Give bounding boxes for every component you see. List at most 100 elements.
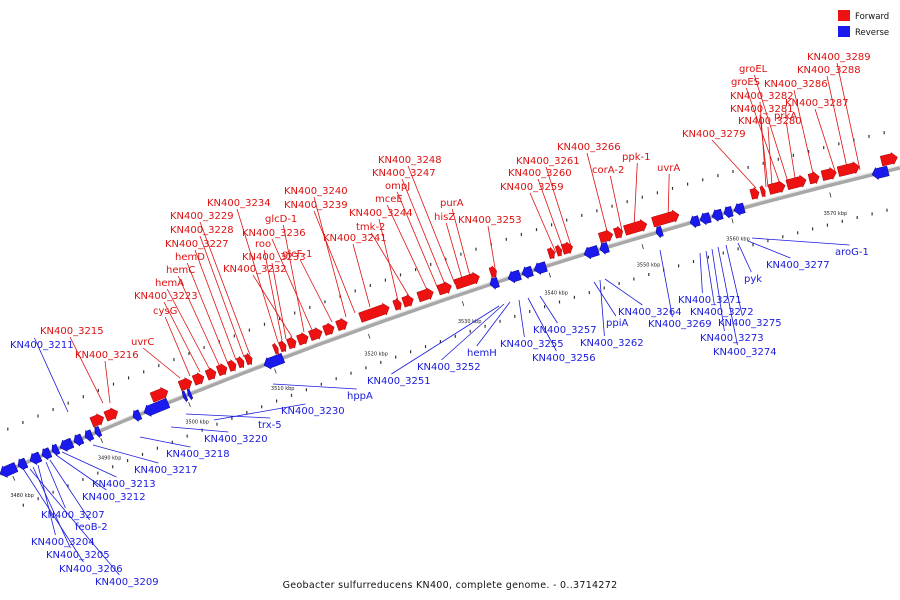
forward-gene-label[interactable]: tmk-2 — [356, 222, 385, 233]
reverse-gene-label[interactable]: ppiA — [606, 318, 628, 329]
reverse-gene-arrow[interactable] — [132, 409, 143, 423]
forward-gene-label[interactable]: groES — [731, 77, 760, 88]
reverse-gene-label[interactable]: KN400_3220 — [204, 434, 268, 445]
reverse-gene-arrow[interactable] — [94, 425, 103, 438]
forward-gene-arrow[interactable] — [277, 340, 287, 353]
forward-gene-label[interactable]: KN400_3288 — [797, 65, 861, 76]
reverse-gene-arrow[interactable] — [711, 208, 724, 223]
forward-gene-label[interactable]: KN400_3260 — [508, 168, 572, 179]
forward-gene-label[interactable]: KN400_3286 — [764, 79, 828, 90]
reverse-gene-label[interactable]: feoB-2 — [75, 522, 108, 533]
reverse-gene-label[interactable]: KN400_3256 — [532, 353, 596, 364]
forward-gene-label[interactable]: hemA — [155, 278, 184, 289]
forward-gene-label[interactable]: KN400_3240 — [284, 186, 348, 197]
reverse-gene-arrow[interactable] — [0, 462, 19, 479]
forward-gene-label[interactable]: ompJ — [385, 181, 410, 192]
reverse-gene-arrow[interactable] — [41, 447, 53, 461]
forward-gene-arrow[interactable] — [879, 151, 898, 167]
reverse-gene-label[interactable]: KN400_3251 — [367, 376, 431, 387]
reverse-gene-arrow[interactable] — [84, 429, 95, 442]
forward-gene-arrow[interactable] — [335, 317, 348, 332]
reverse-gene-label[interactable]: KN400_3207 — [41, 510, 105, 521]
reverse-gene-arrow[interactable] — [871, 165, 890, 181]
forward-gene-arrow[interactable] — [296, 332, 309, 346]
forward-gene-arrow[interactable] — [436, 281, 452, 296]
reverse-gene-arrow[interactable] — [733, 202, 746, 216]
reverse-gene-label[interactable]: hemH — [467, 348, 497, 359]
forward-gene-arrow[interactable] — [235, 356, 245, 369]
reverse-gene-label[interactable]: KN400_3206 — [59, 564, 123, 575]
reverse-gene-label[interactable]: KN400_3230 — [281, 406, 345, 417]
reverse-gene-label[interactable]: KN400_3204 — [31, 537, 95, 548]
reverse-gene-arrow[interactable] — [17, 457, 29, 471]
forward-gene-label[interactable]: ppk-1 — [622, 152, 650, 163]
forward-gene-arrow[interactable] — [204, 367, 217, 381]
forward-gene-label[interactable]: hemD — [175, 252, 205, 263]
forward-gene-arrow[interactable] — [554, 244, 562, 257]
forward-gene-label[interactable]: hemC — [166, 265, 195, 276]
forward-gene-arrow[interactable] — [651, 209, 680, 228]
reverse-gene-arrow[interactable] — [689, 214, 701, 229]
forward-gene-label[interactable]: KN400_3247 — [372, 168, 436, 179]
reverse-gene-label[interactable]: KN400_3255 — [500, 339, 564, 350]
forward-gene-arrow[interactable] — [243, 353, 253, 366]
forward-gene-label[interactable]: KN400_3266 — [557, 142, 621, 153]
forward-gene-label[interactable]: KN400_3281 — [730, 104, 794, 115]
reverse-gene-arrow[interactable] — [59, 437, 75, 452]
reverse-gene-label[interactable]: KN400_3257 — [533, 325, 597, 336]
forward-gene-label[interactable]: KN400_3279 — [682, 129, 746, 140]
forward-gene-label[interactable]: KN400_3289 — [807, 52, 871, 63]
reverse-gene-arrow[interactable] — [507, 269, 522, 284]
forward-gene-label[interactable]: KN400_3287 — [785, 98, 849, 109]
forward-gene-arrow[interactable] — [767, 180, 786, 195]
forward-gene-label[interactable]: KN400_3232 — [223, 264, 287, 275]
forward-gene-label[interactable]: cysG — [153, 306, 177, 317]
reverse-gene-label[interactable]: KN400_3209 — [95, 577, 159, 588]
forward-gene-label[interactable]: KN400_3227 — [165, 239, 229, 250]
forward-gene-arrow[interactable] — [149, 386, 169, 403]
forward-gene-label[interactable]: KN400_3241 — [323, 233, 387, 244]
forward-gene-arrow[interactable] — [286, 336, 297, 350]
forward-gene-label[interactable]: KN400_3239 — [284, 200, 348, 211]
forward-gene-label[interactable]: prkA — [774, 111, 797, 122]
reverse-gene-arrow[interactable] — [186, 388, 194, 401]
forward-gene-arrow[interactable] — [308, 327, 323, 342]
forward-gene-arrow[interactable] — [836, 161, 860, 177]
reverse-gene-label[interactable]: KN400_3275 — [718, 318, 782, 329]
forward-gene-arrow[interactable] — [177, 377, 193, 392]
forward-gene-label[interactable]: KN400_3215 — [40, 326, 104, 337]
forward-gene-arrow[interactable] — [785, 174, 807, 191]
forward-gene-arrow[interactable] — [546, 246, 555, 260]
reverse-gene-arrow[interactable] — [533, 261, 548, 276]
forward-gene-arrow[interactable] — [392, 298, 402, 311]
reverse-gene-label[interactable]: KN400_3213 — [92, 479, 156, 490]
forward-gene-label[interactable]: KN400_3261 — [516, 156, 580, 167]
forward-gene-arrow[interactable] — [215, 362, 228, 377]
forward-gene-label[interactable]: KN400_3234 — [207, 198, 271, 209]
reverse-gene-label[interactable]: KN400_3269 — [648, 319, 712, 330]
reverse-gene-arrow[interactable] — [723, 205, 734, 219]
reverse-gene-arrow[interactable] — [583, 245, 600, 260]
forward-gene-arrow[interactable] — [488, 265, 497, 278]
reverse-gene-label[interactable]: KN400_3205 — [46, 550, 110, 561]
reverse-gene-arrow[interactable] — [699, 212, 712, 226]
forward-gene-label[interactable]: KN400_3223 — [134, 291, 198, 302]
forward-gene-arrow[interactable] — [597, 229, 614, 244]
reverse-gene-arrow[interactable] — [521, 265, 534, 280]
reverse-gene-arrow[interactable] — [655, 225, 664, 239]
forward-gene-label[interactable]: purA — [440, 198, 464, 209]
forward-gene-label[interactable]: roo — [255, 239, 271, 250]
forward-gene-label[interactable]: mceE — [375, 194, 403, 205]
reverse-gene-label[interactable]: KN400_3273 — [700, 333, 764, 344]
forward-gene-label[interactable]: KN400_3236 — [242, 228, 306, 239]
forward-gene-label[interactable]: KN400_3244 — [349, 208, 413, 219]
forward-gene-label[interactable]: KN400_3280 — [738, 116, 802, 127]
reverse-gene-label[interactable]: KN400_3218 — [166, 449, 230, 460]
forward-gene-label[interactable]: KN400_3229 — [170, 211, 234, 222]
forward-gene-label[interactable]: glcF-1 — [282, 249, 312, 260]
forward-gene-arrow[interactable] — [103, 407, 119, 422]
reverse-gene-arrow[interactable] — [73, 433, 85, 447]
forward-gene-label[interactable]: KN400_3259 — [500, 182, 564, 193]
forward-gene-label[interactable]: KN400_3253 — [458, 215, 522, 226]
reverse-gene-label[interactable]: KN400_3217 — [134, 465, 198, 476]
